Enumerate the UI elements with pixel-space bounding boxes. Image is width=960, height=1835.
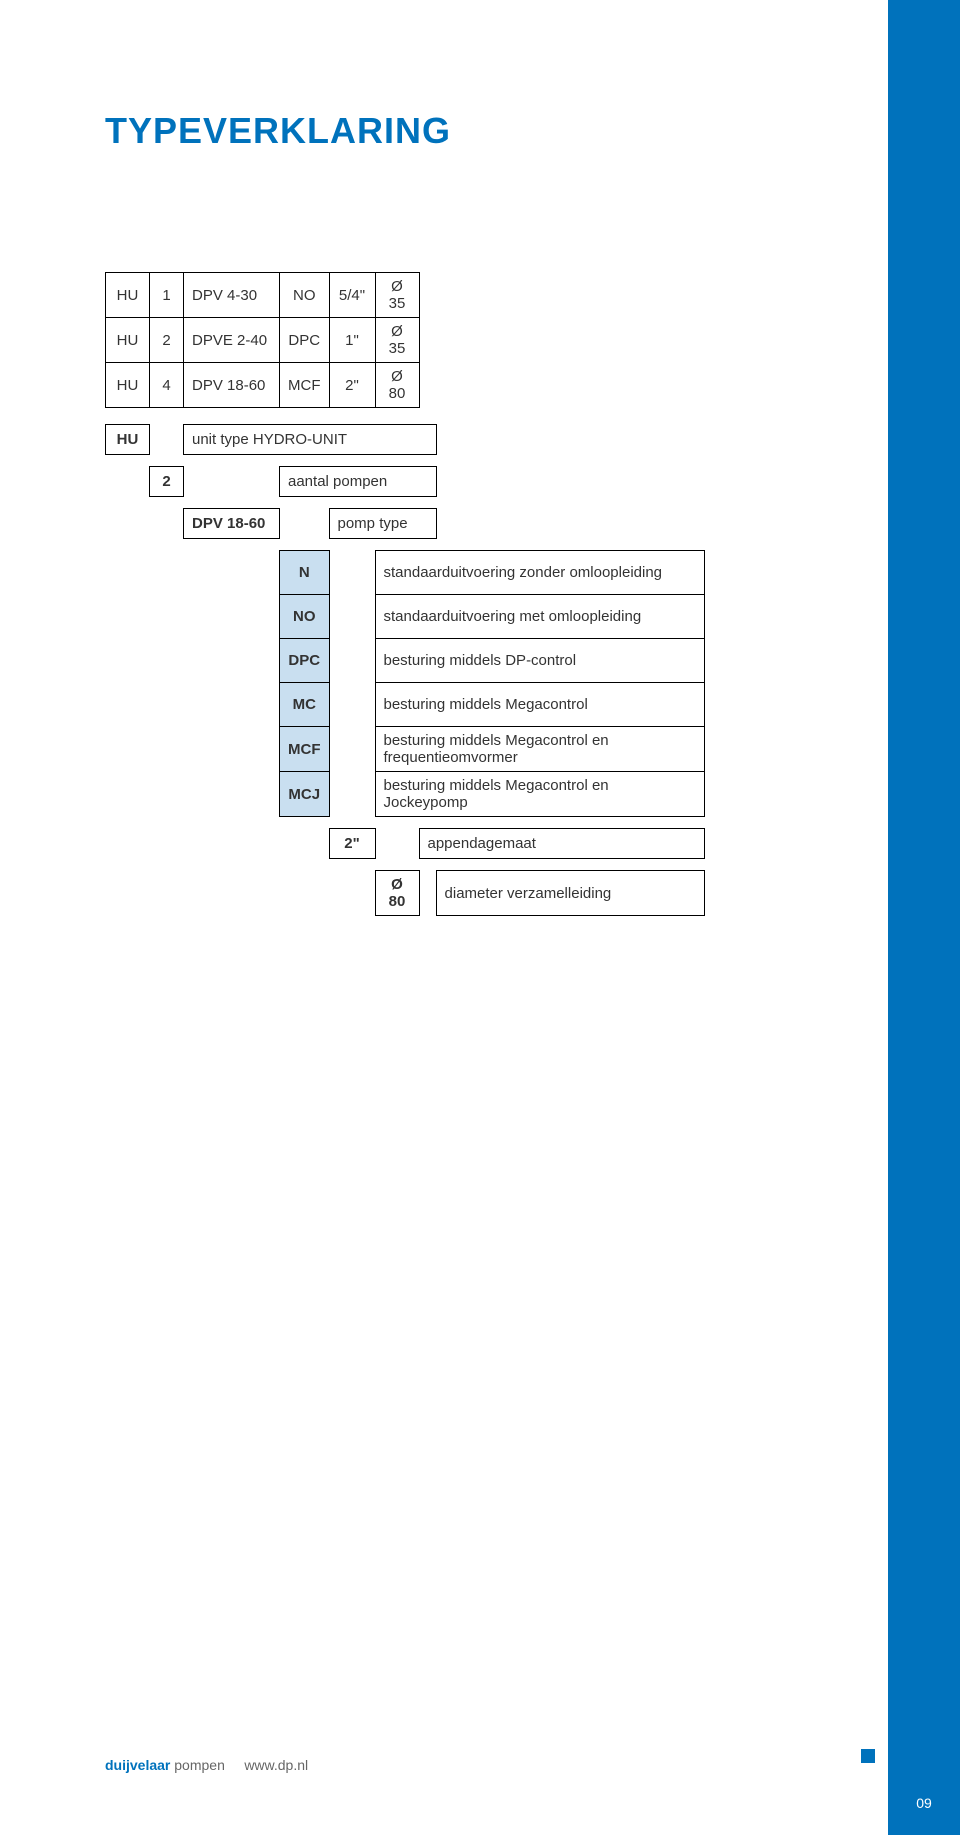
legend-control-row: MCF besturing middels Megacontrol en fre… (106, 727, 705, 772)
cell: DPV 18-60 (184, 363, 280, 408)
footer-square-icon (861, 1749, 875, 1763)
cell: DPVE 2-40 (184, 318, 280, 363)
footer-url: www.dp.nl (244, 1757, 308, 1773)
type-legend-table: HU unit type HYDRO-UNIT 2 aantal pompen … (105, 424, 705, 916)
legend-code: DPC (280, 639, 330, 683)
legend-desc: besturing middels DP-control (375, 639, 704, 683)
footer-brand-light: pompen (170, 1757, 224, 1773)
legend-hu-row: HU unit type HYDRO-UNIT (106, 425, 705, 455)
cell: 5/4" (329, 273, 375, 318)
legend-size-row: 2" appendagemaat (106, 829, 705, 859)
legend-control-row: MCJ besturing middels Megacontrol en Joc… (106, 772, 705, 817)
legend-control-row: DPC besturing middels DP-control (106, 639, 705, 683)
legend-desc: besturing middels Megacontrol en frequen… (375, 727, 704, 772)
legend-pump-row: DPV 18-60 pomp type (106, 509, 705, 539)
cell: 4 (150, 363, 184, 408)
cell: MCF (280, 363, 330, 408)
footer: duijvelaar pompen www.dp.nl (105, 1757, 308, 1773)
cell: DPV 4-30 (184, 273, 280, 318)
legend-code: 2" (329, 829, 375, 859)
cell: Ø 35 (375, 273, 419, 318)
legend-code: 2 (150, 467, 184, 497)
legend-diameter-row: Ø 80 diameter verzamelleiding (106, 871, 705, 916)
legend-count-row: 2 aantal pompen (106, 467, 705, 497)
cell: DPC (280, 318, 330, 363)
cell: Ø 35 (375, 318, 419, 363)
legend-control-row: N standaarduitvoering zonder omloopleidi… (106, 551, 705, 595)
cell: NO (280, 273, 330, 318)
cell: HU (106, 273, 150, 318)
page-content: TYPEVERKLARING HU 1 DPV 4-30 NO 5/4" Ø 3… (0, 0, 960, 1835)
legend-code: N (280, 551, 330, 595)
legend-control-row: NO standaarduitvoering met omloopleiding (106, 595, 705, 639)
legend-code: MCJ (280, 772, 330, 817)
legend-code: DPV 18-60 (184, 509, 280, 539)
legend-control-row: MC besturing middels Megacontrol (106, 683, 705, 727)
legend-desc: unit type HYDRO-UNIT (184, 425, 437, 455)
legend-code: MCF (280, 727, 330, 772)
legend-desc: diameter verzamelleiding (436, 871, 704, 916)
legend-code: MC (280, 683, 330, 727)
legend-code: Ø 80 (375, 871, 419, 916)
legend-code: HU (106, 425, 150, 455)
legend-desc: besturing middels Megacontrol (375, 683, 704, 727)
legend-desc: standaarduitvoering met omloopleiding (375, 595, 704, 639)
legend-desc: besturing middels Megacontrol en Jockeyp… (375, 772, 704, 817)
table-row: HU 2 DPVE 2-40 DPC 1" Ø 35 (106, 318, 705, 363)
legend-desc: standaarduitvoering zonder omloopleiding (375, 551, 704, 595)
type-examples-table: HU 1 DPV 4-30 NO 5/4" Ø 35 HU 2 DPVE 2-4… (105, 272, 705, 408)
cell: HU (106, 318, 150, 363)
legend-code: NO (280, 595, 330, 639)
cell: 2 (150, 318, 184, 363)
spacer (436, 273, 646, 318)
page-number: 09 (888, 1795, 960, 1811)
page-title: TYPEVERKLARING (105, 110, 855, 152)
legend-desc: appendagemaat (419, 829, 704, 859)
table-row: HU 4 DPV 18-60 MCF 2" Ø 80 (106, 363, 705, 408)
cell: Ø 80 (375, 363, 419, 408)
spacer (646, 273, 704, 318)
cell: 1" (329, 318, 375, 363)
cell: 2" (329, 363, 375, 408)
cell: 1 (150, 273, 184, 318)
table-row: HU 1 DPV 4-30 NO 5/4" Ø 35 (106, 273, 705, 318)
spacer (419, 273, 436, 318)
legend-desc: aantal pompen (280, 467, 437, 497)
legend-desc: pomp type (329, 509, 436, 539)
cell: HU (106, 363, 150, 408)
footer-brand-bold: duijvelaar (105, 1757, 170, 1773)
